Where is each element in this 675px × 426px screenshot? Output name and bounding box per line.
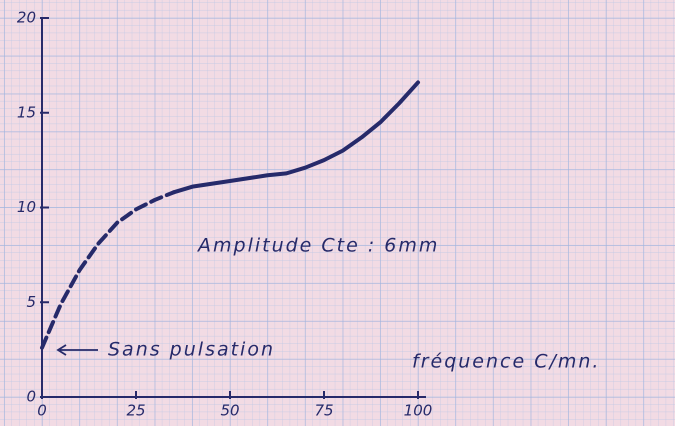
annotation: Sans pulsation <box>108 339 275 361</box>
chart: Amplitude Cte : 6mm Sans pulsation fréqu… <box>0 0 675 426</box>
x-tick-label: 25 <box>126 402 145 420</box>
x-axis-label: fréquence C/mn. <box>412 351 600 373</box>
x-tick-label: 100 <box>404 402 433 420</box>
x-tick-label: 50 <box>220 402 239 420</box>
y-tick-label: 0 <box>26 388 36 406</box>
y-tick-label: 20 <box>17 9 36 27</box>
y-tick-label: 10 <box>17 198 36 216</box>
x-tick-label: 0 <box>37 402 47 420</box>
y-tick-label: 5 <box>26 293 36 311</box>
x-tick-label: 75 <box>314 402 333 420</box>
y-tick-label: 15 <box>17 103 36 121</box>
annotation: Amplitude Cte : 6mm <box>196 235 439 257</box>
